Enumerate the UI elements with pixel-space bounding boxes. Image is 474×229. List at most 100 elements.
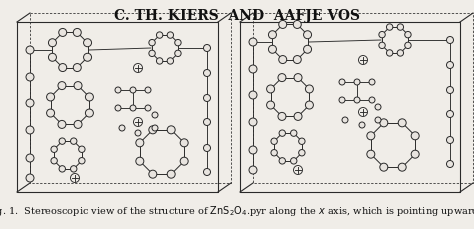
Circle shape [447,161,454,167]
Circle shape [375,104,381,110]
Circle shape [398,163,406,171]
Circle shape [379,31,385,38]
Circle shape [380,119,388,127]
Circle shape [136,157,144,165]
Circle shape [268,31,276,39]
Circle shape [249,38,257,46]
Circle shape [447,87,454,93]
Circle shape [74,82,82,90]
Circle shape [175,39,181,46]
Circle shape [249,91,257,99]
Circle shape [405,31,411,38]
Circle shape [339,79,345,85]
Circle shape [156,58,163,64]
Circle shape [447,111,454,117]
Circle shape [130,87,136,93]
Circle shape [369,97,375,103]
Circle shape [59,166,65,172]
Circle shape [152,125,158,131]
Circle shape [342,117,348,123]
Circle shape [167,32,173,38]
Circle shape [83,39,91,47]
Circle shape [293,20,301,28]
Circle shape [180,139,188,147]
Circle shape [203,144,210,152]
Circle shape [48,53,56,61]
Circle shape [397,50,403,56]
Circle shape [379,42,385,49]
Circle shape [48,39,56,47]
Circle shape [152,112,158,118]
Circle shape [294,74,302,82]
Circle shape [203,169,210,175]
Circle shape [51,158,57,164]
Circle shape [175,50,181,57]
Circle shape [299,150,305,156]
Circle shape [136,139,144,147]
Circle shape [375,117,381,123]
Circle shape [380,163,388,171]
Circle shape [268,45,276,53]
Circle shape [367,132,375,140]
Circle shape [58,82,66,90]
Circle shape [305,85,313,93]
Circle shape [167,126,175,134]
Circle shape [447,136,454,144]
Circle shape [447,36,454,44]
Circle shape [266,85,274,93]
Circle shape [59,64,67,71]
Circle shape [398,119,406,127]
Circle shape [354,97,360,103]
Circle shape [149,126,157,134]
Circle shape [339,97,345,103]
Circle shape [167,170,175,178]
Circle shape [266,101,274,109]
Circle shape [74,120,82,128]
Circle shape [79,146,85,153]
Circle shape [59,28,67,36]
Circle shape [411,132,419,140]
Circle shape [278,74,286,82]
Circle shape [71,166,77,172]
Circle shape [149,39,155,46]
Circle shape [447,62,454,68]
Circle shape [249,166,257,174]
Circle shape [359,122,365,128]
Circle shape [73,28,81,36]
Circle shape [135,130,141,136]
Circle shape [59,138,65,144]
Circle shape [279,56,287,64]
Circle shape [73,64,81,71]
Circle shape [279,130,285,136]
Circle shape [145,87,151,93]
Circle shape [279,20,287,28]
Circle shape [411,150,419,158]
Circle shape [115,87,121,93]
Circle shape [299,138,305,144]
Circle shape [85,93,93,101]
Circle shape [367,150,375,158]
Circle shape [203,44,210,52]
Circle shape [149,170,157,178]
Circle shape [71,138,77,144]
Circle shape [354,79,360,85]
Circle shape [26,154,34,162]
Circle shape [115,105,121,111]
Circle shape [203,95,210,101]
Circle shape [278,112,286,120]
Circle shape [119,125,125,131]
Circle shape [271,150,277,156]
Circle shape [291,130,297,136]
Circle shape [305,101,313,109]
Circle shape [46,93,55,101]
Circle shape [369,79,375,85]
Circle shape [26,46,34,54]
Circle shape [83,53,91,61]
Circle shape [405,42,411,49]
Circle shape [180,157,188,165]
Circle shape [249,118,257,126]
Circle shape [203,69,210,76]
Circle shape [26,174,34,182]
Text: Fig. 1.  Stereoscopic view of the structure of $\mathsf{ZnS_2O_4}$.pyr along the: Fig. 1. Stereoscopic view of the structu… [0,204,474,218]
Circle shape [271,138,277,144]
